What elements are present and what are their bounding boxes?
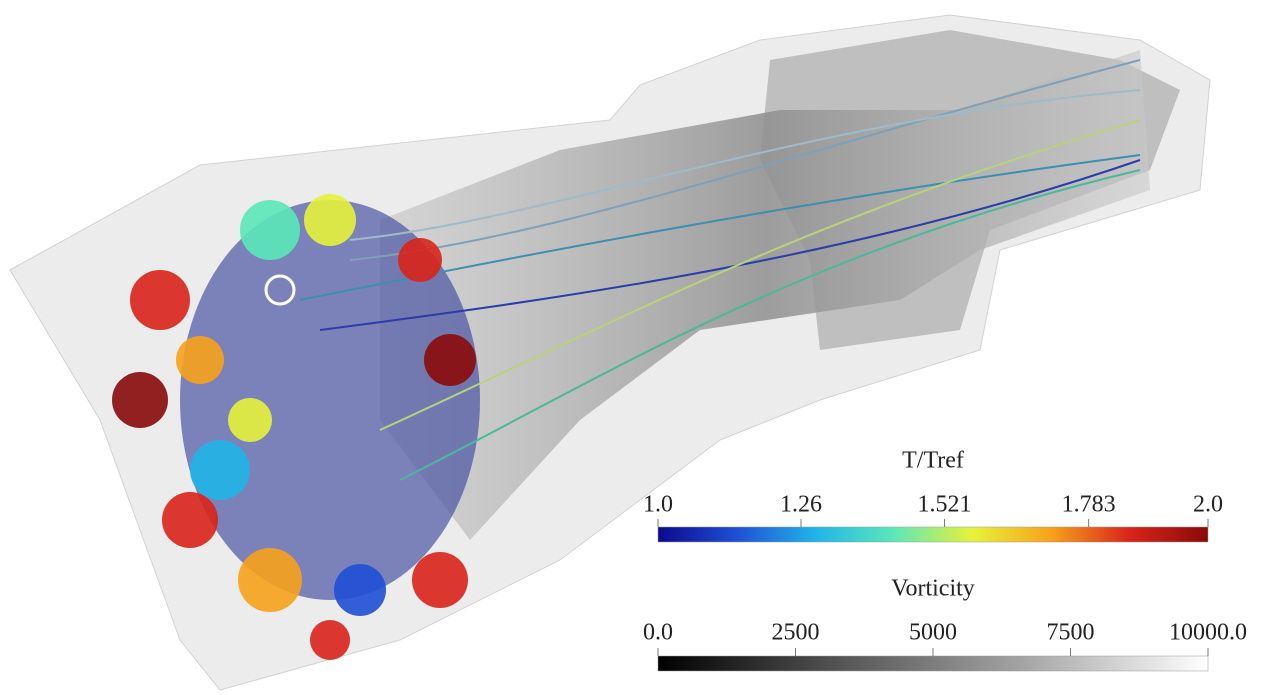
- streamline: [319, 159, 1141, 331]
- iso-blob: [190, 440, 250, 500]
- tick-label: 2500: [772, 620, 820, 646]
- tick-label: 1.26: [780, 492, 822, 518]
- iso-blob: [162, 492, 218, 548]
- iso-blob: [112, 372, 168, 428]
- iso-blob: [228, 398, 272, 442]
- iso-blob: [130, 270, 190, 330]
- swirl-disc: [180, 200, 480, 600]
- streamline: [349, 59, 1141, 261]
- tick-label: 2.0: [1193, 492, 1223, 518]
- iso-blob: [398, 238, 442, 282]
- colorbars: T/Tref 1.0 1.26 1.521 1.783 2.0 Vorticity 0.0 25…: [643, 448, 1247, 672]
- iso-blob: [304, 194, 356, 246]
- colorbar: [657, 655, 1209, 672]
- streamline: [299, 154, 1141, 301]
- scene-geometry: [9, 14, 1211, 691]
- tick-label: 5000: [909, 620, 957, 646]
- iso-blob: [334, 564, 386, 616]
- tick-label: 0.0: [643, 620, 673, 646]
- colorbar-title: Vorticity: [891, 576, 975, 602]
- streamline: [379, 119, 1141, 431]
- colorbar-title: T/Tref: [902, 448, 964, 474]
- tick-label: 1.0: [643, 492, 673, 518]
- colorbar: [657, 526, 1209, 543]
- swirl-core: [264, 274, 296, 306]
- tick-label: 1.521: [918, 492, 972, 518]
- iso-blob: [412, 552, 468, 608]
- iso-blob: [424, 334, 476, 386]
- streamline: [399, 169, 1141, 481]
- iso-blob: [238, 548, 302, 612]
- tick-label: 1.783: [1062, 492, 1116, 518]
- iso-blob: [176, 336, 224, 384]
- streamlines: [299, 59, 1141, 481]
- tick-label: 7500: [1047, 620, 1095, 646]
- iso-blob: [310, 620, 350, 660]
- iso-blob: [240, 200, 300, 260]
- tick-label: 10000.0: [1169, 620, 1247, 646]
- streamline: [349, 89, 1141, 241]
- temperature-isosurfaces: [112, 194, 476, 660]
